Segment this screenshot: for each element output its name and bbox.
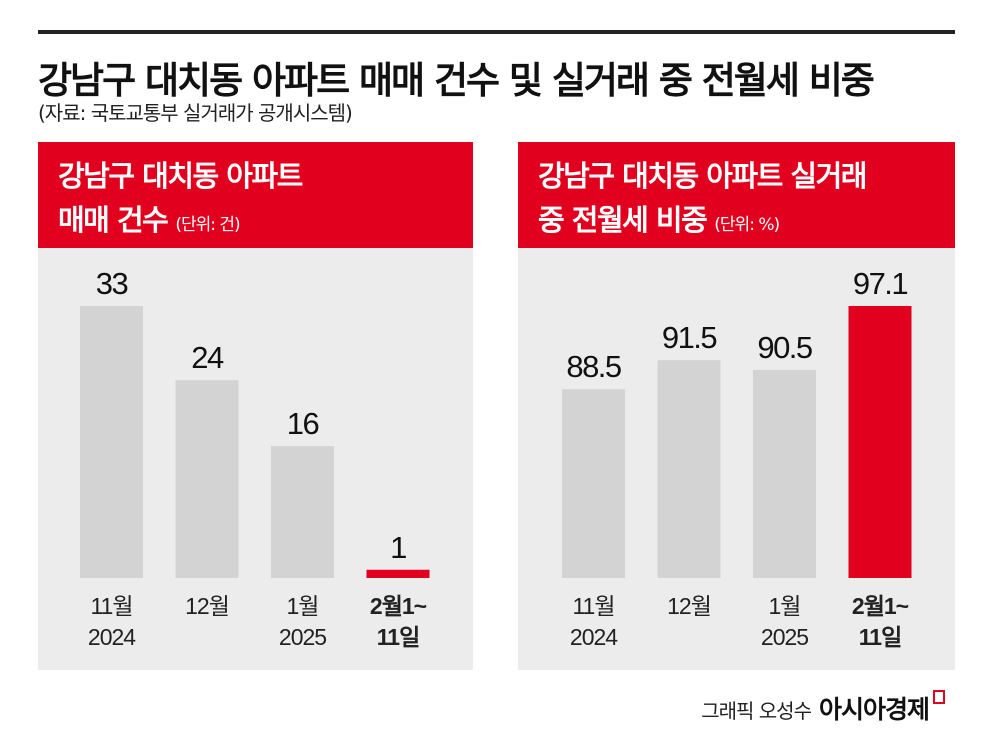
x-tick-label: 11월	[572, 593, 614, 619]
bar	[80, 306, 143, 578]
top-rule	[38, 30, 955, 34]
x-tick-label: 2월1~	[370, 593, 427, 619]
x-tick-label: 1월	[287, 593, 319, 619]
x-tick-label: 12월	[185, 593, 229, 619]
rent-share-panel: 강남구 대치동 아파트 실거래 중 전월세 비중 (단위: %) 88.5 11월 2…	[518, 142, 955, 670]
source-note: (자료: 국토교통부 실거래가 공개시스템)	[38, 101, 353, 125]
panel-title-line2: 매매 건수	[58, 203, 169, 237]
panel-title-line1: 강남구 대치동 아파트	[58, 159, 303, 193]
brand-flag-icon	[933, 690, 945, 704]
sales-count-chart: 33 11월 2024 24 12월 16 1월 2025 1 2월1~ 11일	[80, 266, 430, 650]
page-title: 강남구 대치동 아파트 매매 건수 및 실거래 중 전월세 비중	[38, 59, 875, 102]
bar	[175, 380, 239, 578]
x-tick-label: 12월	[667, 593, 711, 619]
footer: 그래픽 오성수 아시아경제	[701, 690, 945, 726]
bar	[366, 569, 430, 578]
data-label: 1	[390, 530, 406, 565]
panel-header: 강남구 대치동 아파트 실거래 중 전월세 비중 (단위: %)	[518, 142, 955, 248]
x-tick-label: 11일	[859, 624, 901, 650]
panel-title-line1: 강남구 대치동 아파트 실거래	[538, 159, 867, 193]
data-label: 33	[96, 266, 128, 301]
bar	[271, 446, 334, 578]
x-tick-label: 2월1~	[852, 593, 909, 619]
graphic-credit: 그래픽 오성수	[701, 699, 812, 723]
x-tick-label: 1월	[769, 593, 801, 619]
unit-label: (단위: %)	[714, 215, 780, 235]
data-label: 24	[191, 340, 224, 375]
panel-title-line2: 중 전월세 비중	[538, 203, 708, 237]
x-tick-label: 2024	[570, 624, 618, 650]
x-tick-label: 11월	[90, 593, 132, 619]
bar	[753, 369, 816, 578]
data-label: 91.5	[662, 320, 717, 355]
bar	[657, 360, 721, 578]
panel-header: 강남구 대치동 아파트 매매 건수 (단위: 건)	[38, 142, 473, 248]
unit-label: (단위: 건)	[175, 215, 240, 235]
x-tick-label: 11일	[377, 624, 419, 650]
data-label: 88.5	[566, 349, 621, 384]
bar	[848, 306, 912, 578]
rent-share-chart: 88.5 11월 2024 91.5 12월 90.5 1월 2025 97.1 2월1~ 11일	[562, 266, 912, 650]
x-tick-label: 2025	[761, 624, 808, 650]
data-label: 16	[287, 406, 319, 441]
sales-count-panel: 강남구 대치동 아파트 매매 건수 (단위: 건) 33 11월 2024 24 12월 1…	[38, 142, 473, 670]
bar	[562, 389, 625, 578]
x-tick-label: 2024	[88, 624, 136, 650]
brand-logo: 아시아경제	[818, 695, 930, 724]
x-tick-label: 2025	[279, 624, 326, 650]
data-label: 97.1	[853, 266, 908, 301]
data-label: 90.5	[757, 330, 812, 365]
